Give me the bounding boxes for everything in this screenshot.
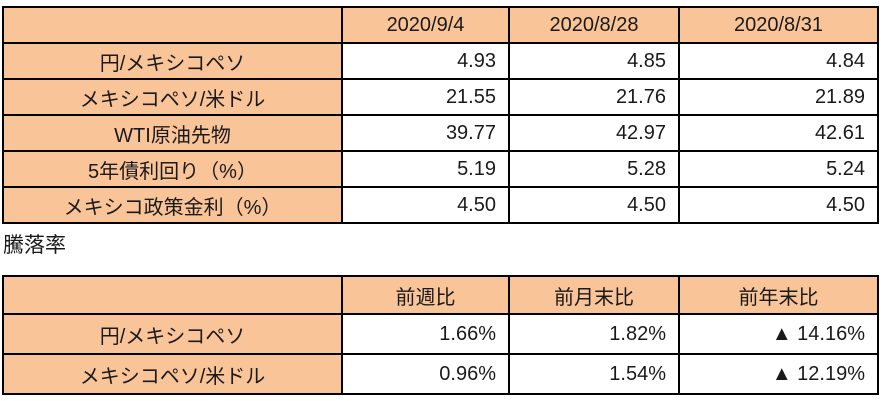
value-cell: 4.85: [508, 42, 680, 80]
table-row: メキシコペソ/米ドル 0.96% 1.54% ▲ 12.19%: [2, 353, 879, 395]
period-header-cell: 前週比: [341, 275, 510, 315]
table-row: メキシコ政策金利（%） 4.50 4.50 4.50: [2, 186, 879, 224]
value-cell: 39.77: [341, 114, 510, 152]
date-header-cell: 2020/9/4: [341, 6, 510, 44]
value-cell: 1.54%: [508, 353, 680, 395]
value-cell: 4.50: [508, 186, 680, 224]
row-label-cell: WTI原油先物: [2, 114, 343, 152]
value-cell: 21.55: [341, 78, 510, 116]
row-label-cell: 5年債利回り（%）: [2, 150, 343, 188]
value-cell: 21.76: [508, 78, 680, 116]
value-cell: ▲ 14.16%: [678, 313, 879, 355]
change-header-row: 前週比 前月末比 前年末比: [2, 275, 879, 315]
row-label-cell: 円/メキシコペソ: [2, 313, 343, 355]
date-header-cell: 2020/8/28: [508, 6, 680, 44]
value-cell: 4.50: [341, 186, 510, 224]
value-cell: 4.93: [341, 42, 510, 80]
value-cell: 42.61: [678, 114, 879, 152]
date-header-cell: 2020/8/31: [678, 6, 879, 44]
row-label-cell: メキシコ政策金利（%）: [2, 186, 343, 224]
value-cell: 21.89: [678, 78, 879, 116]
value-cell: 4.84: [678, 42, 879, 80]
row-label-cell: 円/メキシコペソ: [2, 42, 343, 80]
rates-table: 2020/9/4 2020/8/28 2020/8/31 円/メキシコペソ 4.…: [2, 6, 879, 224]
rates-header-row: 2020/9/4 2020/8/28 2020/8/31: [2, 6, 879, 44]
value-cell: 1.82%: [508, 313, 680, 355]
row-label-cell: メキシコペソ/米ドル: [2, 78, 343, 116]
period-header-cell: 前月末比: [508, 275, 680, 315]
value-cell: ▲ 12.19%: [678, 353, 879, 395]
value-cell: 42.97: [508, 114, 680, 152]
value-cell: 5.28: [508, 150, 680, 188]
period-header-cell: 前年末比: [678, 275, 879, 315]
value-cell: 4.50: [678, 186, 879, 224]
row-label-cell: メキシコペソ/米ドル: [2, 353, 343, 395]
table-row: メキシコペソ/米ドル 21.55 21.76 21.89: [2, 78, 879, 116]
section-title: 騰落率: [3, 234, 66, 257]
corner-cell: [2, 6, 343, 44]
corner-cell: [2, 275, 343, 315]
value-cell: 5.19: [341, 150, 510, 188]
value-cell: 1.66%: [341, 313, 510, 355]
table-row: WTI原油先物 39.77 42.97 42.61: [2, 114, 879, 152]
table-row: 円/メキシコペソ 4.93 4.85 4.84: [2, 42, 879, 80]
value-cell: 0.96%: [341, 353, 510, 395]
table-row: 円/メキシコペソ 1.66% 1.82% ▲ 14.16%: [2, 313, 879, 355]
value-cell: 5.24: [678, 150, 879, 188]
table-row: 5年債利回り（%） 5.19 5.28 5.24: [2, 150, 879, 188]
change-table: 前週比 前月末比 前年末比 円/メキシコペソ 1.66% 1.82% ▲ 14.…: [2, 275, 879, 395]
